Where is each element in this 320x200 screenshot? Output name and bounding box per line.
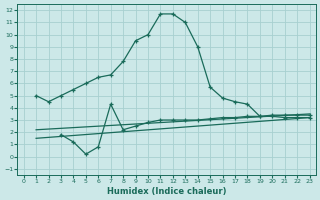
X-axis label: Humidex (Indice chaleur): Humidex (Indice chaleur) [107,187,226,196]
